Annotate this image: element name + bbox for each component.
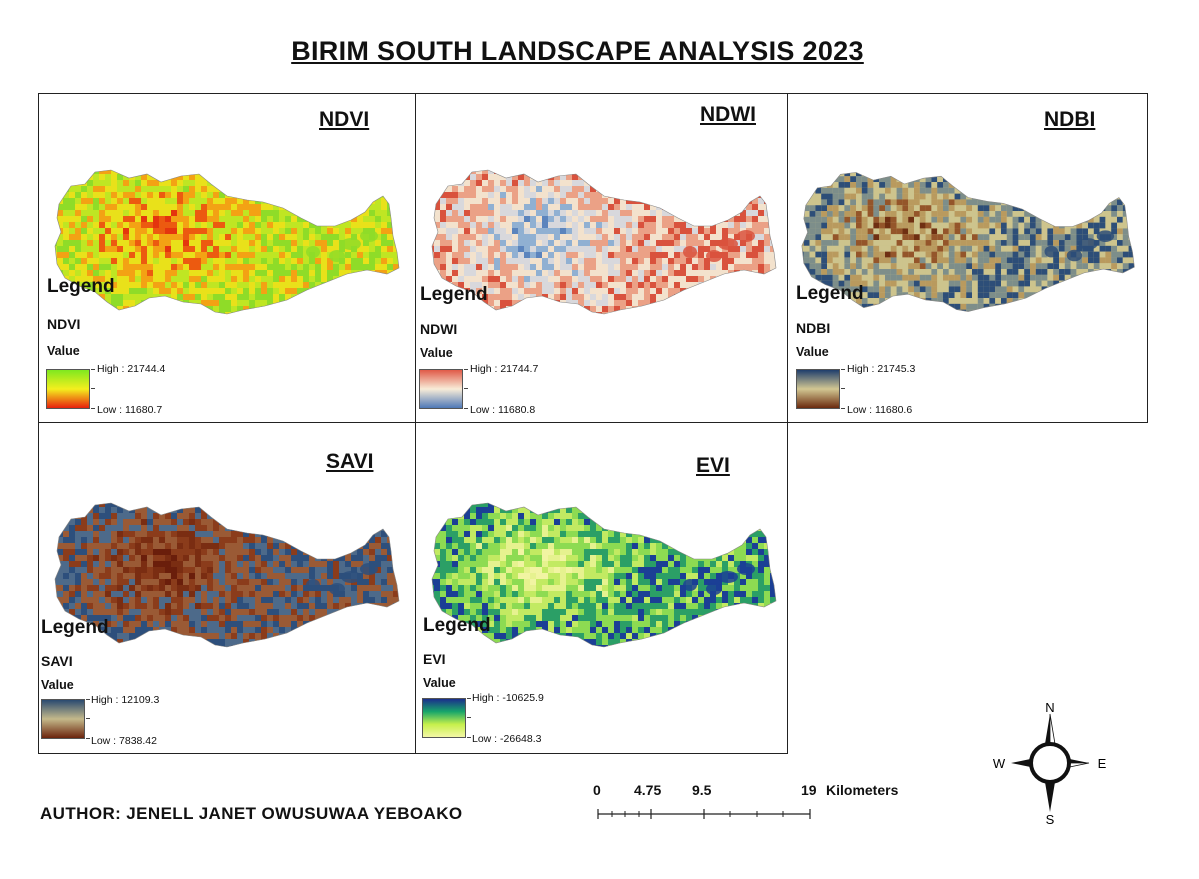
ndbi-map — [801, 172, 1135, 312]
evi-legend-high: High : -10625.9 — [472, 692, 544, 704]
ndbi-legend-layer: NDBI — [796, 320, 831, 336]
ndwi-legend-low: Low : 11680.8 — [470, 404, 536, 416]
evi-title: EVI — [696, 454, 730, 477]
ndvi-legend-heading: Legend — [47, 276, 115, 297]
ndvi-legend-high: High : 21744.4 — [97, 363, 166, 375]
evi-legend-heading: Legend — [423, 615, 491, 636]
ndbi-legend-high: High : 21745.3 — [847, 363, 916, 375]
ndbi-legend-heading: Legend — [796, 283, 864, 304]
savi-legend-low: Low : 7838.42 — [91, 735, 157, 747]
savi-map — [54, 502, 400, 648]
ndvi-legend-ramp — [46, 369, 90, 409]
ndbi-panel: NDBI Legend NDBI Value High : 21745.3 Lo… — [787, 93, 1148, 423]
ndwi-title: NDWI — [700, 103, 756, 126]
savi-legend-heading: Legend — [41, 617, 109, 638]
scale-label-9-5: 9.5 — [692, 782, 712, 798]
savi-panel: SAVI Legend SAVI Value High : 12109.3 Lo… — [38, 422, 416, 754]
north-arrow-icon: N S W E — [985, 698, 1115, 828]
compass-e: E — [1098, 756, 1107, 771]
ndvi-legend-value: Value — [47, 344, 80, 358]
ndwi-legend-layer: NDWI — [420, 321, 458, 337]
evi-map — [431, 502, 777, 648]
ndvi-legend-layer: NDVI — [47, 316, 81, 332]
savi-legend-layer: SAVI — [41, 653, 73, 669]
scale-unit-label: Kilometers — [826, 782, 899, 798]
scale-bar-line — [597, 809, 811, 819]
compass-w: W — [993, 756, 1006, 771]
ndvi-map — [54, 169, 400, 315]
ndbi-legend-ramp — [796, 369, 840, 409]
compass-n: N — [1045, 700, 1054, 715]
evi-legend-low: Low : -26648.3 — [472, 733, 542, 745]
ndbi-legend-low: Low : 11680.6 — [847, 404, 913, 416]
ndvi-title: NDVI — [319, 108, 370, 131]
ndvi-panel: NDVI Legend NDVI Value High : 21744.4 Lo… — [38, 93, 416, 423]
scale-bar: 0 4.75 9.5 19 Kilometers — [590, 780, 920, 830]
ndwi-legend-heading: Legend — [420, 284, 488, 305]
savi-legend-ramp — [41, 699, 85, 739]
ndwi-legend-high: High : 21744.7 — [470, 363, 539, 375]
scale-label-4-75: 4.75 — [634, 782, 662, 798]
ndwi-panel: NDWI Legend NDWI Value High : 21744.7 Lo… — [415, 93, 788, 423]
savi-legend-high: High : 12109.3 — [91, 694, 160, 706]
savi-title: SAVI — [326, 450, 374, 473]
compass-s: S — [1046, 812, 1055, 827]
ndwi-legend-ramp — [419, 369, 463, 409]
scale-label-19: 19 — [801, 782, 817, 798]
map-title: BIRIM SOUTH LANDSCAPE ANALYSIS 2023 — [291, 36, 864, 66]
author-credit: AUTHOR: JENELL JANET OWUSUWAA YEBOAKO — [40, 804, 463, 823]
ndwi-map — [431, 169, 777, 315]
savi-legend-value: Value — [41, 678, 74, 692]
ndvi-legend-low: Low : 11680.7 — [97, 404, 163, 416]
ndbi-title: NDBI — [1044, 108, 1096, 131]
scale-label-0: 0 — [593, 782, 601, 798]
ndbi-legend-value: Value — [796, 345, 829, 359]
evi-legend-value: Value — [423, 676, 456, 690]
ndwi-legend-value: Value — [420, 346, 453, 360]
evi-panel: EVI Legend EVI Value High : -10625.9 Low… — [415, 422, 788, 754]
evi-legend-ramp — [422, 698, 466, 738]
evi-legend-layer: EVI — [423, 651, 446, 667]
